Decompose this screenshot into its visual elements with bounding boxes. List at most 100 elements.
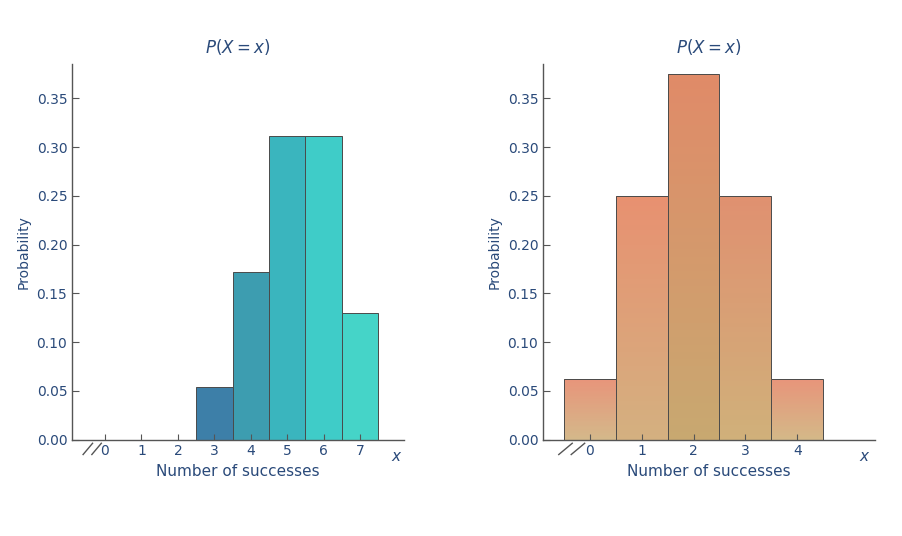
Bar (667, 147, 720, 154)
Bar (616, 235, 667, 240)
Bar (616, 211, 667, 215)
Bar (720, 308, 771, 313)
Bar (720, 342, 771, 347)
Bar (564, 437, 616, 438)
Bar (616, 425, 667, 430)
Bar (667, 308, 720, 315)
Bar (771, 434, 824, 435)
Bar (616, 323, 667, 327)
Bar (616, 391, 667, 396)
Bar (667, 389, 720, 396)
Bar (564, 432, 616, 434)
Bar (720, 249, 771, 255)
Text: $\mathit{x}$: $\mathit{x}$ (859, 449, 870, 464)
Bar (720, 367, 771, 371)
Bar (667, 169, 720, 176)
Bar (667, 176, 720, 184)
Bar (616, 298, 667, 303)
Bar (564, 430, 616, 431)
Bar (720, 303, 771, 308)
Bar (771, 419, 824, 420)
Bar (771, 435, 824, 436)
Bar (564, 381, 616, 382)
Bar (771, 413, 824, 414)
Bar (720, 269, 771, 274)
Bar (771, 386, 824, 387)
Bar (667, 359, 720, 367)
Bar (564, 420, 616, 421)
Bar (616, 362, 667, 367)
Bar (616, 352, 667, 356)
Bar (771, 390, 824, 391)
Bar (667, 118, 720, 125)
Bar (616, 230, 667, 235)
Bar (667, 374, 720, 381)
Title: $\mathit{P}(\mathit{X} = \mathit{x})$: $\mathit{P}(\mathit{X} = \mathit{x})$ (676, 37, 741, 57)
Bar (616, 288, 667, 293)
Bar (616, 240, 667, 244)
Bar (667, 96, 720, 103)
Bar (616, 244, 667, 249)
Bar (771, 422, 824, 423)
Bar (771, 378, 824, 440)
Bar (616, 303, 667, 308)
Title: $\mathit{P}(\mathit{X} = \mathit{x})$: $\mathit{P}(\mathit{X} = \mathit{x})$ (206, 37, 271, 57)
Bar (616, 284, 667, 288)
Bar (720, 196, 771, 201)
Bar (616, 337, 667, 342)
Bar (616, 318, 667, 323)
Bar (564, 418, 616, 419)
Bar (720, 430, 771, 435)
Bar (616, 255, 667, 259)
Bar (720, 284, 771, 288)
Bar (771, 403, 824, 404)
Bar (616, 342, 667, 347)
Bar (771, 394, 824, 396)
Bar (269, 137, 306, 440)
Bar (564, 409, 616, 410)
Y-axis label: Probability: Probability (17, 215, 31, 289)
Bar (720, 371, 771, 376)
Bar (771, 385, 824, 386)
Bar (667, 330, 720, 337)
Bar (771, 383, 824, 385)
Bar (616, 249, 667, 255)
Bar (564, 413, 616, 414)
Bar (564, 380, 616, 381)
Bar (564, 435, 616, 436)
Bar (771, 380, 824, 381)
Bar (616, 327, 667, 332)
Bar (667, 301, 720, 308)
Bar (196, 387, 233, 440)
Bar (564, 396, 616, 397)
Bar (720, 332, 771, 337)
Bar (771, 405, 824, 407)
Y-axis label: Probability: Probability (488, 215, 502, 289)
Bar (564, 405, 616, 407)
Bar (616, 196, 667, 440)
Bar (771, 389, 824, 390)
Bar (616, 371, 667, 376)
Bar (667, 81, 720, 88)
Bar (616, 415, 667, 420)
Bar (667, 220, 720, 228)
Bar (564, 431, 616, 432)
Bar (616, 332, 667, 337)
Bar (667, 191, 720, 198)
Bar (564, 422, 616, 423)
Bar (564, 389, 616, 390)
Bar (771, 402, 824, 403)
Bar (564, 412, 616, 413)
Bar (667, 162, 720, 169)
Bar (771, 396, 824, 397)
Bar (616, 313, 667, 318)
Bar (771, 382, 824, 383)
Bar (771, 407, 824, 408)
Bar (720, 327, 771, 332)
Bar (720, 230, 771, 235)
Bar (233, 272, 269, 440)
Bar (720, 293, 771, 298)
Bar (771, 408, 824, 409)
Bar (616, 215, 667, 220)
Bar (771, 381, 824, 382)
